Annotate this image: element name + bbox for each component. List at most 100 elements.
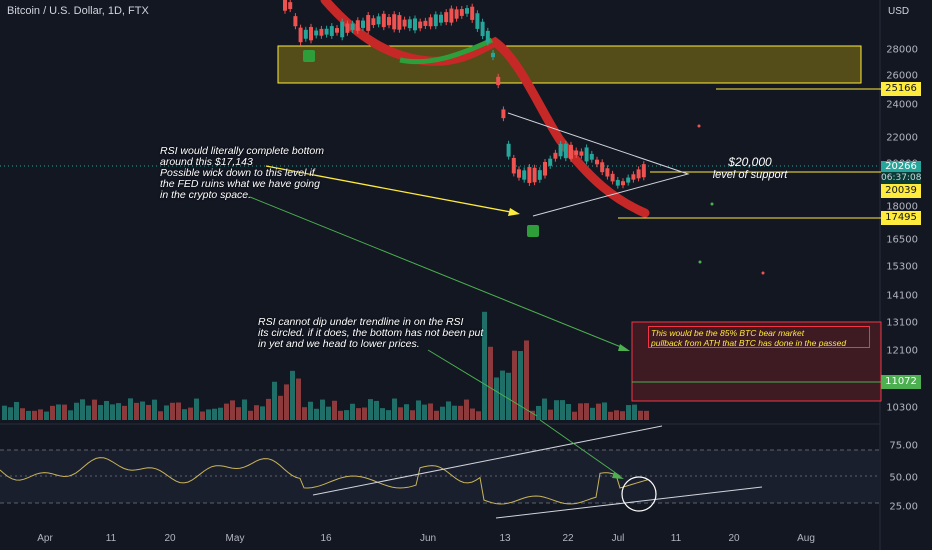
volume-bar xyxy=(332,400,337,420)
volume-bar xyxy=(26,410,31,420)
volume-bar xyxy=(98,405,103,420)
volume-bar xyxy=(524,340,529,420)
green-arrow-rsi[interactable] xyxy=(539,419,621,477)
time-axis-label: 20 xyxy=(164,533,176,544)
time-axis-label: Apr xyxy=(37,533,53,544)
volume-bar xyxy=(170,402,175,420)
dot-marker xyxy=(697,124,701,128)
volume-bar xyxy=(362,407,367,420)
volume-bar xyxy=(32,410,37,420)
moving-average-bull-segment xyxy=(399,37,494,65)
volume-bar xyxy=(512,350,517,420)
price-tag-11072[interactable]: 11072 xyxy=(881,375,921,389)
volume-bar xyxy=(386,410,391,420)
moving-average-ribbon[interactable] xyxy=(320,0,650,218)
price-axis-label: 22000 xyxy=(886,132,918,144)
time-axis-label: 16 xyxy=(320,533,332,544)
support-price-label[interactable]: $20,000 xyxy=(728,155,772,169)
volume-bar xyxy=(248,410,253,420)
volume-bar xyxy=(254,405,259,420)
rsi-axis-label: 75.00 xyxy=(889,440,918,452)
rsi-line[interactable] xyxy=(0,457,649,505)
buy-signal-icon[interactable] xyxy=(527,225,539,237)
current-price-tag[interactable]: 20266 xyxy=(881,161,921,173)
volume-bar xyxy=(260,406,265,420)
dot-marker xyxy=(698,260,702,264)
green-arrow-rsi-head xyxy=(612,472,624,479)
time-axis-label: Jul xyxy=(611,533,625,544)
resistance-zone[interactable] xyxy=(277,45,862,84)
volume-bar xyxy=(578,403,583,420)
green-arrow-volume[interactable] xyxy=(427,349,538,417)
volume-bar xyxy=(194,398,199,420)
volume-bar xyxy=(638,410,643,420)
volume-bar xyxy=(80,399,85,420)
price-tag-17495[interactable]: 17495 xyxy=(881,211,921,225)
bear-market-note[interactable]: This would be the 85% BTC bear market pu… xyxy=(648,326,870,348)
price-tag-20039[interactable]: 20039 xyxy=(881,184,921,198)
time-axis-label: 11 xyxy=(670,533,682,544)
volume-bar xyxy=(596,403,601,420)
rsi-upper-trendline[interactable] xyxy=(312,425,663,496)
rsi-axis-label: 50.00 xyxy=(889,472,918,484)
time-axis-label: Jun xyxy=(419,533,437,544)
volume-bar xyxy=(308,401,313,420)
price-axis-label: 26000 xyxy=(886,70,918,82)
volume-bar xyxy=(488,346,493,420)
volume-bar xyxy=(404,404,409,420)
volume-bar xyxy=(20,408,25,420)
volume-bar xyxy=(146,404,151,420)
yellow-arrow[interactable] xyxy=(265,165,517,214)
volume-bar xyxy=(164,405,169,420)
support-level-label[interactable]: level of support xyxy=(712,169,788,181)
price-tag-25166[interactable]: 25166 xyxy=(881,82,921,96)
price-axis-label: 12100 xyxy=(886,345,918,357)
price-axis-label: 24000 xyxy=(886,99,918,111)
volume-bar xyxy=(326,406,331,420)
volume-bar xyxy=(2,405,7,420)
price-axis-label: 28000 xyxy=(886,44,918,56)
volume-bar xyxy=(416,400,421,420)
rsi-lower-trendline[interactable] xyxy=(495,486,763,519)
rsi-bottom-note[interactable]: RSI would literally complete bottom arou… xyxy=(160,145,324,201)
volume-bar xyxy=(494,377,499,420)
volume-bar xyxy=(626,405,631,420)
volume-bar xyxy=(476,411,481,420)
yellow-arrow-head xyxy=(508,208,520,216)
volume-bar xyxy=(14,401,19,420)
volume-bar xyxy=(446,401,451,420)
volume-bar xyxy=(152,399,157,420)
volume-bar xyxy=(182,409,187,420)
volume-bar xyxy=(350,403,355,420)
price-axis-label: 18000 xyxy=(886,201,918,213)
green-arrow-zone-head xyxy=(618,344,630,351)
volume-bar xyxy=(380,408,385,420)
volume-bar xyxy=(68,410,73,420)
volume-bar xyxy=(554,400,559,420)
volume-bar xyxy=(584,403,589,420)
volume-bar xyxy=(566,404,571,420)
volume-bar xyxy=(410,410,415,420)
dot-marker xyxy=(710,202,714,206)
volume-bar xyxy=(590,407,595,420)
volume-bar xyxy=(278,395,283,420)
volume-bar xyxy=(560,400,565,420)
time-axis-label: 11 xyxy=(105,533,117,544)
volume-bar xyxy=(602,402,607,420)
volume-bar xyxy=(452,405,457,420)
trendline-note[interactable]: RSI cannot dip under trendline in on the… xyxy=(258,316,484,350)
green-arrow-zone[interactable] xyxy=(249,196,627,350)
volume-bar xyxy=(314,408,319,420)
buy-signal-icon[interactable] xyxy=(303,50,315,62)
volume-bar xyxy=(62,404,67,420)
volume-bar xyxy=(440,406,445,420)
volume-bar xyxy=(284,384,289,420)
triangle-pattern[interactable] xyxy=(507,112,690,217)
volume-bar xyxy=(320,399,325,420)
volume-bar xyxy=(266,398,271,420)
rsi-circle-marker[interactable] xyxy=(621,476,657,512)
bear-market-zone[interactable] xyxy=(631,321,882,402)
symbol-title[interactable]: Bitcoin / U.S. Dollar, 1D, FTX xyxy=(7,5,149,17)
volume-bar xyxy=(92,399,97,420)
